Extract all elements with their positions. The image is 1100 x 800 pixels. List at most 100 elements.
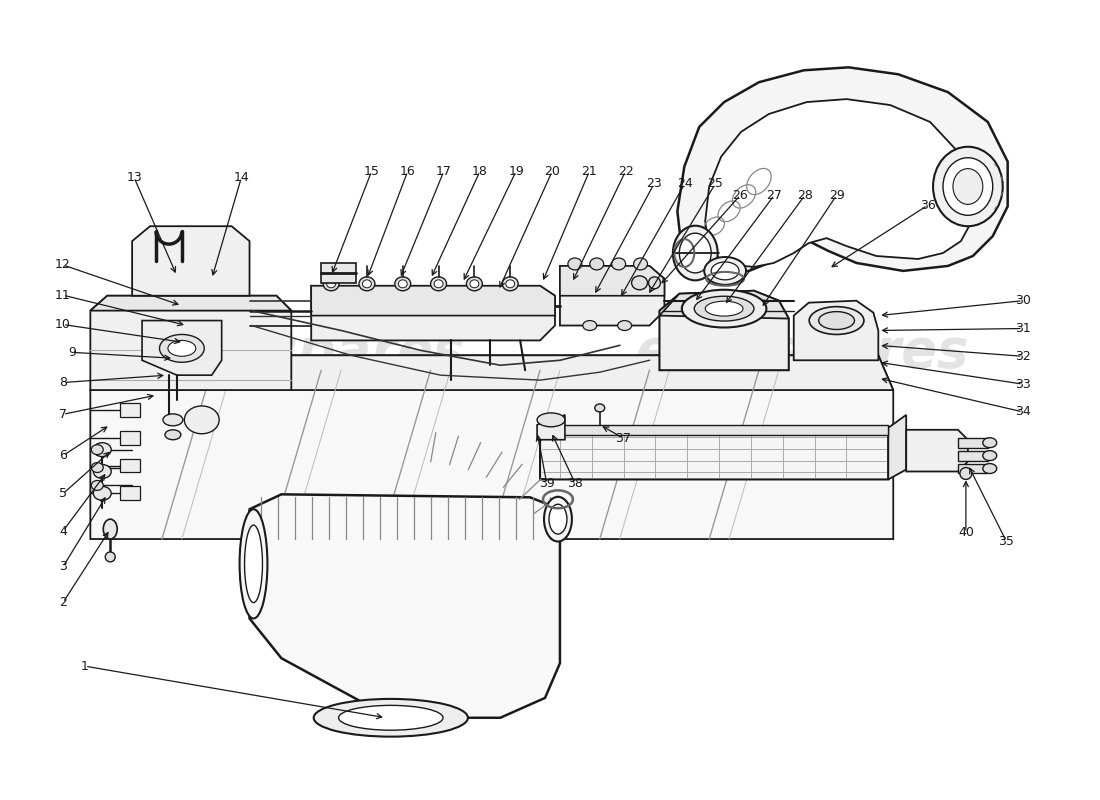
Ellipse shape — [94, 442, 111, 457]
Ellipse shape — [631, 276, 648, 290]
Ellipse shape — [682, 290, 767, 327]
Ellipse shape — [705, 301, 742, 316]
Ellipse shape — [94, 486, 111, 500]
Ellipse shape — [395, 277, 410, 290]
Ellipse shape — [618, 321, 631, 330]
Text: 25: 25 — [707, 178, 723, 190]
Polygon shape — [560, 266, 664, 296]
Polygon shape — [250, 494, 560, 718]
Ellipse shape — [160, 334, 205, 362]
Text: 6: 6 — [59, 449, 67, 462]
Bar — [120, 486, 140, 500]
Text: eurospares: eurospares — [132, 326, 465, 378]
Ellipse shape — [240, 510, 267, 618]
Polygon shape — [659, 290, 789, 318]
Ellipse shape — [933, 146, 1003, 226]
Text: 30: 30 — [1015, 294, 1031, 307]
Text: 33: 33 — [1015, 378, 1031, 390]
Text: 34: 34 — [1015, 406, 1031, 418]
Text: 28: 28 — [798, 189, 813, 202]
Text: 27: 27 — [767, 189, 782, 202]
Ellipse shape — [91, 462, 103, 473]
Ellipse shape — [712, 262, 739, 280]
Ellipse shape — [323, 277, 339, 290]
Bar — [540, 425, 889, 434]
Polygon shape — [659, 290, 789, 370]
Text: 7: 7 — [59, 408, 67, 421]
Ellipse shape — [982, 438, 997, 448]
Bar — [958, 450, 988, 461]
Polygon shape — [889, 415, 906, 479]
Polygon shape — [537, 415, 565, 440]
Ellipse shape — [94, 465, 111, 478]
Ellipse shape — [398, 280, 407, 288]
Ellipse shape — [503, 277, 518, 290]
Ellipse shape — [612, 258, 626, 270]
Ellipse shape — [810, 306, 864, 334]
Ellipse shape — [982, 450, 997, 461]
Text: 3: 3 — [59, 560, 67, 574]
Text: 29: 29 — [829, 189, 845, 202]
Text: 38: 38 — [568, 477, 583, 490]
Polygon shape — [90, 355, 893, 390]
Bar — [321, 263, 356, 283]
Ellipse shape — [953, 169, 982, 204]
Text: 15: 15 — [364, 165, 380, 178]
Polygon shape — [90, 296, 292, 390]
Text: 22: 22 — [617, 165, 634, 178]
Polygon shape — [794, 301, 878, 360]
Text: 4: 4 — [59, 525, 67, 538]
Polygon shape — [540, 428, 889, 479]
Text: 32: 32 — [1015, 350, 1031, 363]
Text: 23: 23 — [646, 178, 662, 190]
Text: eurospares: eurospares — [635, 326, 968, 378]
Ellipse shape — [982, 463, 997, 474]
Ellipse shape — [363, 280, 372, 288]
Text: 17: 17 — [436, 165, 452, 178]
Ellipse shape — [634, 258, 648, 270]
Ellipse shape — [960, 467, 972, 479]
Ellipse shape — [165, 430, 180, 440]
Text: 31: 31 — [1015, 322, 1031, 335]
Text: 8: 8 — [59, 376, 67, 389]
Ellipse shape — [359, 277, 375, 290]
Ellipse shape — [818, 312, 855, 330]
Polygon shape — [311, 286, 556, 341]
Ellipse shape — [314, 699, 468, 737]
Ellipse shape — [163, 414, 183, 426]
Bar — [120, 430, 140, 445]
Polygon shape — [705, 99, 972, 267]
Text: 24: 24 — [676, 178, 693, 190]
Ellipse shape — [694, 296, 754, 321]
Bar — [958, 463, 988, 474]
Ellipse shape — [103, 519, 118, 539]
Polygon shape — [90, 296, 292, 310]
Ellipse shape — [595, 404, 605, 412]
Text: 39: 39 — [539, 477, 554, 490]
Ellipse shape — [470, 280, 478, 288]
Text: 9: 9 — [68, 346, 76, 359]
Text: 11: 11 — [55, 289, 70, 302]
Text: 37: 37 — [615, 432, 631, 445]
Ellipse shape — [590, 258, 604, 270]
Ellipse shape — [943, 158, 993, 215]
Text: 35: 35 — [999, 535, 1014, 548]
Ellipse shape — [91, 445, 103, 454]
Text: 21: 21 — [582, 165, 597, 178]
Ellipse shape — [244, 525, 263, 602]
Ellipse shape — [430, 277, 447, 290]
Ellipse shape — [537, 413, 565, 427]
Ellipse shape — [704, 257, 746, 285]
Text: 20: 20 — [544, 165, 560, 178]
Ellipse shape — [549, 504, 566, 534]
Ellipse shape — [434, 280, 443, 288]
Polygon shape — [142, 321, 222, 375]
Text: 5: 5 — [59, 487, 67, 500]
Ellipse shape — [327, 280, 336, 288]
Text: 1: 1 — [81, 660, 89, 673]
Ellipse shape — [168, 341, 196, 356]
Text: 18: 18 — [472, 165, 488, 178]
Text: 16: 16 — [399, 165, 416, 178]
Polygon shape — [90, 355, 893, 539]
Ellipse shape — [91, 481, 103, 490]
